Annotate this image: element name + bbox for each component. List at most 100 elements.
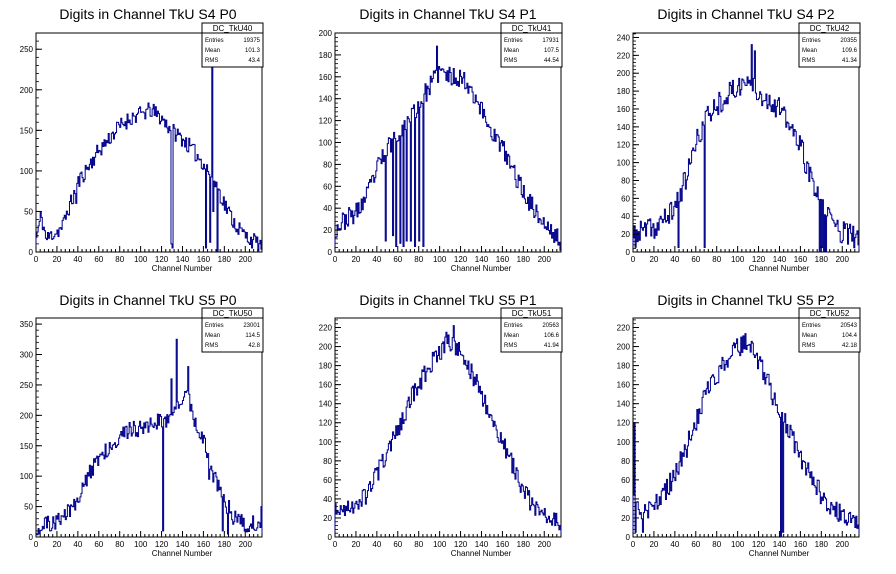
y-tick-label: 100 (617, 438, 631, 447)
y-tick-label: 20 (621, 514, 630, 523)
x-tick-label: 140 (475, 255, 489, 264)
histogram-title: Digits in Channel TkU S4 P2 (657, 6, 834, 22)
x-tick-label: 60 (691, 255, 700, 264)
stats-value: 107.5 (544, 48, 560, 54)
histogram-title: Digits in Channel TkU S4 P0 (59, 6, 236, 22)
x-tick-label: 60 (94, 540, 103, 549)
stats-value: 20355 (840, 38, 857, 44)
x-tick-label: 160 (197, 540, 211, 549)
y-tick-label: 100 (319, 438, 333, 447)
y-tick-label: 140 (617, 400, 631, 409)
y-tick-label: 20 (621, 230, 630, 239)
histogram-line (35, 338, 263, 537)
x-tick-label: 80 (414, 540, 423, 549)
stats-value: 20543 (840, 323, 857, 329)
x-tick-label: 20 (351, 540, 360, 549)
stats-value: 42.8 (248, 343, 260, 349)
x-tick-label: 40 (670, 255, 679, 264)
y-tick-label: 0 (626, 533, 631, 542)
y-tick-label: 200 (319, 29, 333, 38)
y-tick-label: 160 (319, 381, 333, 390)
y-tick-label: 300 (20, 351, 34, 360)
histogram-panel-3: Digits in Channel TkU S5 P0 0 20 40 60 80 100 1… (20, 292, 264, 558)
stats-value: 104.4 (842, 333, 858, 339)
stats-value: 109.6 (842, 48, 858, 54)
x-tick-label: 140 (176, 540, 190, 549)
stats-value: 42.18 (842, 343, 858, 349)
x-tick-label: 80 (712, 540, 721, 549)
stats-label: Mean (205, 48, 220, 54)
stats-label: Entries (802, 38, 821, 44)
x-axis-label: Channel Number (749, 549, 810, 558)
histogram-line (35, 47, 263, 253)
x-tick-label: 140 (773, 255, 787, 264)
stats-box (201, 307, 264, 353)
stats-value: 41.94 (544, 343, 560, 349)
stats-label: Entries (504, 323, 523, 329)
y-tick-label: 200 (20, 411, 34, 420)
x-tick-label: 20 (52, 540, 61, 549)
stats-value: 114.5 (245, 333, 260, 339)
y-tick-label: 80 (621, 457, 630, 466)
stats-name: DC_TkU41 (512, 24, 552, 33)
x-tick-label: 20 (351, 255, 360, 264)
stats-label: RMS (504, 343, 517, 349)
x-tick-label: 20 (649, 540, 658, 549)
y-tick-label: 20 (323, 514, 332, 523)
y-tick-label: 250 (20, 45, 34, 54)
stats-value: 23001 (243, 323, 260, 329)
x-tick-label: 120 (752, 255, 766, 264)
y-tick-label: 80 (323, 457, 332, 466)
x-tick-label: 60 (393, 540, 402, 549)
y-tick-label: 40 (621, 495, 630, 504)
x-axis-label: Channel Number (749, 264, 810, 273)
x-axis-label: Channel Number (152, 264, 213, 273)
x-tick-label: 160 (794, 255, 808, 264)
x-tick-label: 120 (155, 540, 169, 549)
y-tick-label: 240 (617, 33, 631, 42)
x-tick-label: 200 (836, 255, 850, 264)
x-tick-label: 60 (94, 255, 103, 264)
stats-value: 44.54 (544, 58, 560, 64)
histogram-panel-5: Digits in Channel TkU S5 P2 0 20 40 60 80 100 1… (617, 292, 861, 558)
stats-name: DC_TkU51 (512, 309, 552, 318)
y-tick-label: 160 (319, 73, 333, 82)
stats-label: RMS (205, 58, 218, 64)
y-tick-label: 140 (319, 95, 333, 104)
y-tick-label: 0 (626, 248, 631, 257)
histogram-line (632, 44, 860, 253)
x-tick-label: 140 (773, 540, 787, 549)
y-tick-label: 200 (617, 69, 631, 78)
x-tick-label: 40 (670, 540, 679, 549)
x-tick-label: 60 (691, 540, 700, 549)
x-tick-label: 80 (115, 255, 124, 264)
y-tick-label: 180 (617, 362, 631, 371)
y-tick-label: 250 (20, 381, 34, 390)
stats-label: Entries (504, 38, 523, 44)
y-tick-label: 140 (319, 400, 333, 409)
x-tick-label: 200 (836, 540, 850, 549)
x-axis-label: Channel Number (451, 549, 512, 558)
x-tick-label: 160 (794, 540, 808, 549)
x-tick-label: 200 (239, 255, 253, 264)
x-tick-label: 120 (454, 255, 468, 264)
y-tick-label: 140 (617, 123, 631, 132)
y-tick-label: 120 (319, 117, 333, 126)
x-axis-label: Channel Number (152, 549, 213, 558)
stats-value: 41.34 (842, 58, 858, 64)
x-tick-label: 160 (197, 255, 211, 264)
stats-label: Mean (504, 333, 519, 339)
stats-label: Mean (504, 48, 519, 54)
histogram-title: Digits in Channel TkU S5 P2 (657, 292, 834, 308)
x-tick-label: 0 (631, 540, 636, 549)
y-tick-label: 60 (323, 182, 332, 191)
x-tick-label: 80 (115, 540, 124, 549)
stats-value: 17931 (542, 38, 559, 44)
y-tick-label: 40 (323, 495, 332, 504)
y-tick-label: 100 (20, 167, 34, 176)
x-tick-label: 100 (134, 540, 148, 549)
x-tick-label: 40 (372, 255, 381, 264)
x-tick-label: 160 (496, 540, 510, 549)
stats-name: DC_TkU50 (213, 309, 253, 318)
y-tick-label: 160 (617, 381, 631, 390)
